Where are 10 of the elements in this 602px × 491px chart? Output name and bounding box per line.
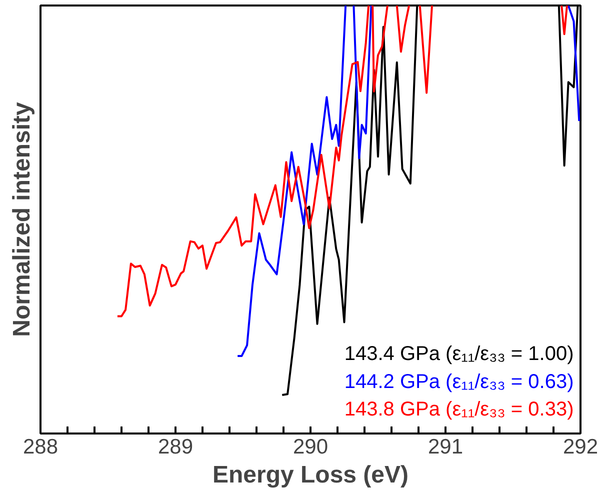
x-axis-title: Energy Loss (eV) xyxy=(212,462,409,488)
text: 143.8 GPa (ε₁₁/ε₃₃ = 0.33) xyxy=(344,398,574,421)
y-axis-title: Normalized intensity xyxy=(8,101,36,337)
text: 144.2 GPa (ε₁₁/ε₃₃ = 0.63) xyxy=(344,370,574,393)
x-tick-label: 292 xyxy=(562,436,598,458)
x-tick-label: 289 xyxy=(158,436,194,458)
series-label: 143.4 GPa (ε₁₁/ε₃₃ = 1.00) xyxy=(344,343,574,366)
x-tick-label: 291 xyxy=(428,436,464,458)
x-tick-label: 288 xyxy=(22,436,58,458)
x-tick-label: 290 xyxy=(292,436,328,458)
